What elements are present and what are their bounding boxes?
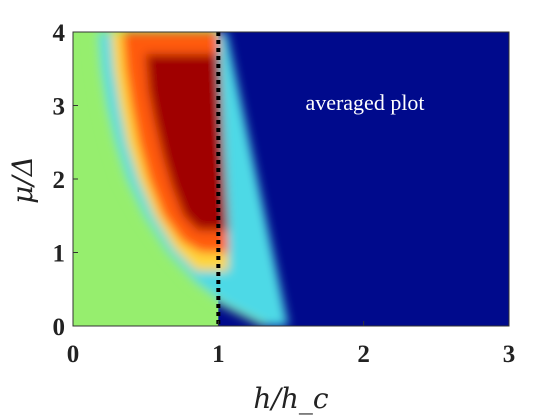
y-axis-ticks: 0 1 2 3 4 (53, 20, 78, 341)
heatmap-bands (90, 32, 289, 326)
y-tick-label: 3 (53, 94, 66, 121)
y-tick-label: 4 (53, 20, 66, 47)
y-axis-label: μ/Δ (6, 156, 39, 204)
x-tick-label: 1 (212, 341, 225, 368)
y-tick-label: 0 (53, 314, 66, 341)
heatmap-band-4 (145, 54, 229, 231)
y-tick-label: 2 (53, 167, 66, 194)
x-tick-label: 2 (357, 341, 370, 368)
x-tick-label: 3 (503, 341, 516, 368)
y-axis-label-text: μ/Δ (6, 156, 39, 204)
x-axis-label: h/h_c (253, 382, 329, 415)
y-tick-label: 1 (53, 241, 66, 268)
x-tick-label: 0 (67, 341, 80, 368)
plot-area (73, 32, 509, 326)
x-axis-label-text: h/h_c (253, 382, 329, 415)
x-axis-ticks: 0 1 2 3 (67, 321, 516, 368)
annotation-label: averaged plot (305, 90, 424, 115)
